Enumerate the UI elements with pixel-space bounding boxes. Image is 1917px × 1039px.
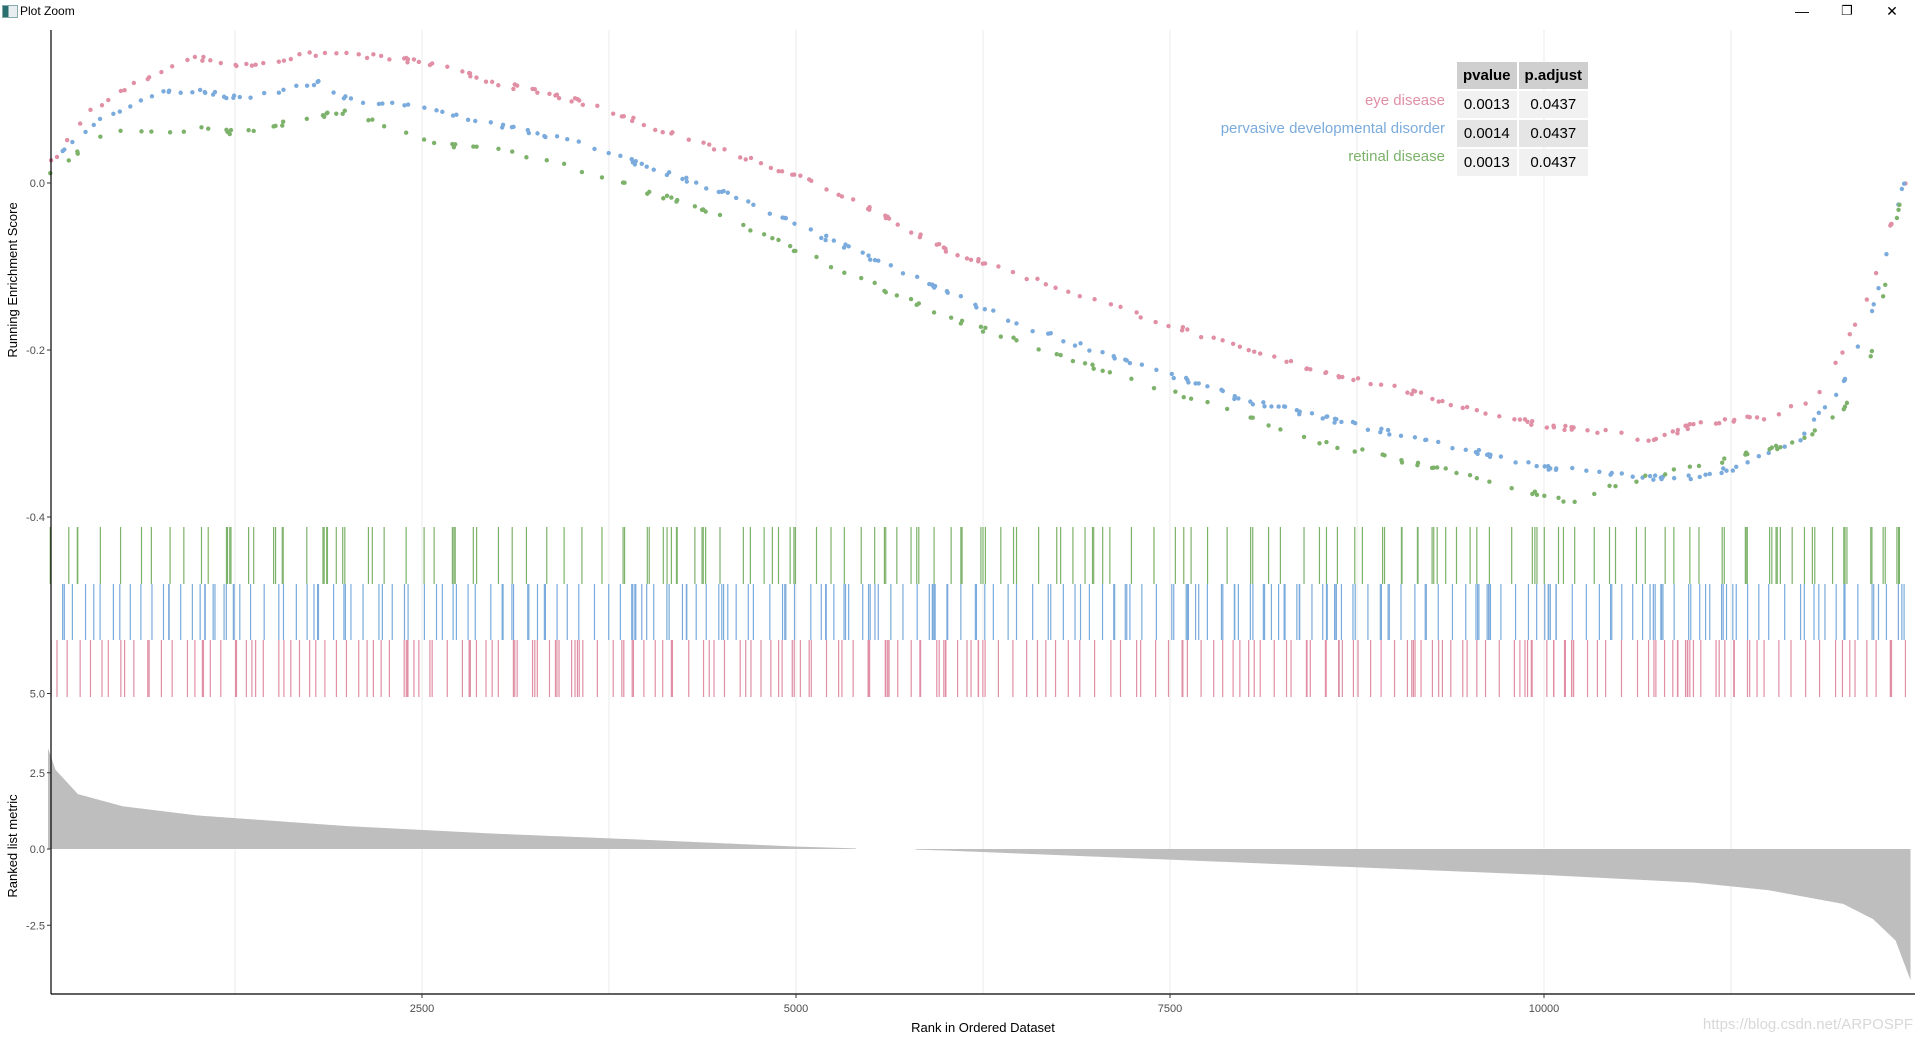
padjust-cell: 0.0437 xyxy=(1518,120,1589,147)
es-tick-label: -0.4 xyxy=(26,512,45,524)
gene-set-rug xyxy=(49,527,1907,697)
table-row: 0.0013 0.0437 xyxy=(1457,91,1589,118)
header-padjust: p.adjust xyxy=(1518,62,1589,89)
metric-axis-title: Ranked list metric xyxy=(5,794,20,898)
restore-button[interactable]: ❐ xyxy=(1841,3,1853,18)
pvalue-cell: 0.0013 xyxy=(1457,149,1517,176)
x-tick-label: 7500 xyxy=(1158,1003,1182,1015)
minimize-button[interactable]: — xyxy=(1795,3,1809,19)
padjust-cell: 0.0437 xyxy=(1518,91,1589,118)
close-button[interactable]: ✕ xyxy=(1886,2,1898,19)
table-row: 0.0014 0.0437 xyxy=(1457,120,1589,147)
metric-tick-label: 0.0 xyxy=(30,844,45,856)
x-tick-label: 2500 xyxy=(410,1003,434,1015)
legend-label-pervasive-developmental-disorder: pervasive developmental disorder xyxy=(1220,120,1445,137)
gridlines xyxy=(234,30,1732,994)
ranked-list-metric-area xyxy=(48,748,1911,981)
table-row: 0.0013 0.0437 xyxy=(1457,149,1589,176)
watermark: https://blog.csdn.net/ARPOSPF xyxy=(1702,1016,1913,1033)
legend-label-retinal-disease: retinal disease xyxy=(1348,148,1445,165)
x-tick-label: 5000 xyxy=(784,1003,808,1015)
x-tick-label: 10000 xyxy=(1529,1003,1560,1015)
window-titlebar: Plot Zoom — ❐ ✕ xyxy=(0,0,1917,22)
es-tick-label: 0.0 xyxy=(30,178,45,190)
legend-label-eye-disease: eye disease xyxy=(1364,92,1445,109)
es-tick-label: -0.2 xyxy=(26,345,45,357)
pvalue-table: pvalue p.adjust 0.0013 0.0437 0.0014 0.0… xyxy=(1455,60,1590,178)
metric-tick-label: 2.5 xyxy=(30,768,45,780)
metric-tick-label: 5.0 xyxy=(30,689,45,701)
metric-tick-label: -2.5 xyxy=(26,920,45,932)
padjust-cell: 0.0437 xyxy=(1518,149,1589,176)
pvalue-cell: 0.0014 xyxy=(1457,120,1517,147)
running-es-points xyxy=(48,50,1908,505)
x-axis-title: Rank in Ordered Dataset xyxy=(911,1020,1055,1035)
header-pvalue: pvalue xyxy=(1457,62,1517,89)
axes: 0.0 -0.2 -0.4 5.0 2.5 0.0 -2.5 2500 5000 7500 1000… xyxy=(5,30,1915,1035)
window-title: Plot Zoom xyxy=(20,4,75,18)
pvalue-cell: 0.0013 xyxy=(1457,91,1517,118)
app-icon xyxy=(2,5,18,18)
es-axis-title: Running Enrichment Score xyxy=(5,202,20,357)
